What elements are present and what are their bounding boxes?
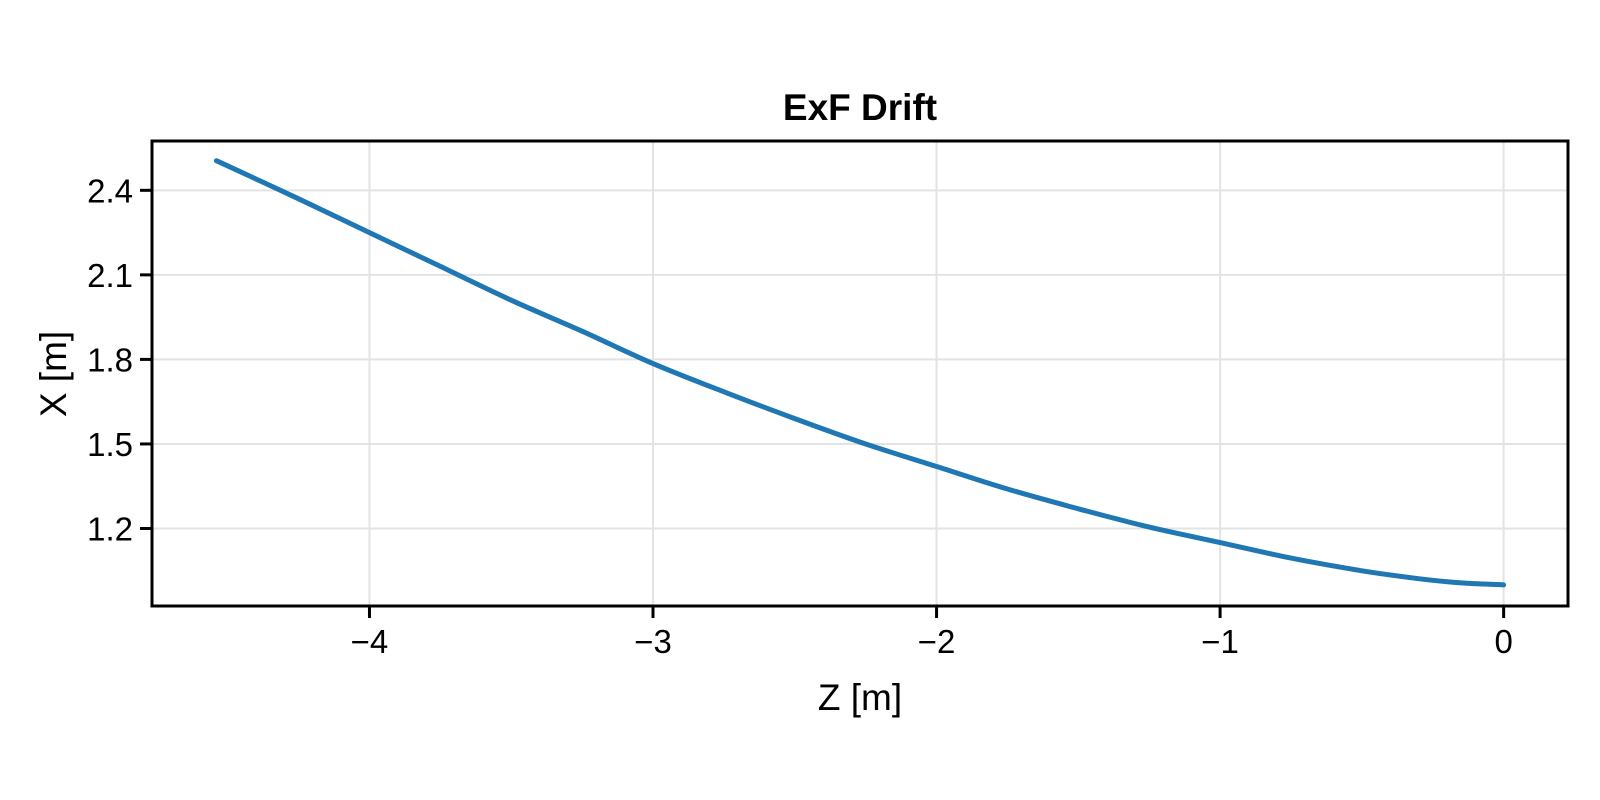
x-tick-label: 0 bbox=[1494, 623, 1512, 660]
y-axis-label: X [m] bbox=[33, 331, 74, 417]
axes bbox=[140, 139, 1570, 618]
tick-labels: −4 −3 −2 −1 0 1.2 1.5 1.8 2.1 2.4 bbox=[87, 172, 1513, 660]
x-tick-label: −4 bbox=[351, 623, 389, 660]
grid bbox=[152, 141, 1568, 606]
axis-frame bbox=[150, 139, 1570, 608]
y-tick-label: 2.1 bbox=[87, 257, 133, 294]
x-axis-label: Z [m] bbox=[818, 677, 902, 718]
x-tick-label: −2 bbox=[918, 623, 956, 660]
x-tick-label: −3 bbox=[634, 623, 672, 660]
data-line bbox=[213, 158, 1507, 588]
chart-title: ExF Drift bbox=[783, 87, 937, 128]
y-tick-label: 2.4 bbox=[87, 172, 133, 209]
y-tick-label: 1.5 bbox=[87, 426, 133, 463]
series-layer bbox=[213, 158, 1507, 588]
x-tick-label: −1 bbox=[1201, 623, 1239, 660]
y-tick-label: 1.8 bbox=[87, 341, 133, 378]
y-tick-label: 1.2 bbox=[87, 511, 133, 548]
